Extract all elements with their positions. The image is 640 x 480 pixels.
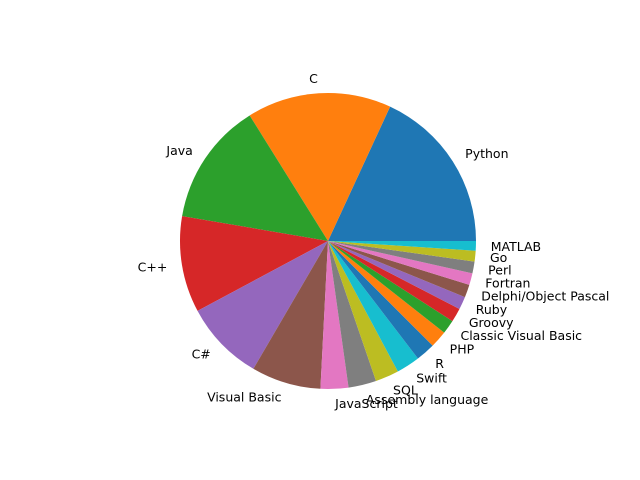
- pie-label-perl: Perl: [488, 263, 511, 278]
- pie-label-java: Java: [165, 143, 192, 158]
- pie-slice-matlab: [328, 241, 476, 251]
- pie-slices: [180, 93, 476, 389]
- pie-slice-swift: [328, 241, 418, 372]
- pie-slice-visual-basic: [253, 241, 328, 389]
- pie-slice-python: [328, 106, 476, 241]
- pie-label-groovy: Groovy: [469, 315, 514, 330]
- pie-slice-sql: [328, 241, 398, 381]
- pie-label-delphi-object-pascal: Delphi/Object Pascal: [481, 289, 609, 304]
- pie-label-python: Python: [465, 146, 508, 161]
- pie-slice-classic-visual-basic: [328, 241, 453, 333]
- pie-slice-assembly-language: [328, 241, 377, 388]
- pie-label-assembly-language: Assembly language: [366, 392, 489, 407]
- pie-label-sql: SQL: [393, 383, 418, 398]
- pie-slice-javascript: [320, 241, 349, 389]
- pie-slice-c: [197, 241, 328, 369]
- pie-label-go: Go: [490, 250, 507, 265]
- pie-label-c: C++: [138, 260, 168, 275]
- pie-label-javascript: JavaScript: [334, 396, 398, 411]
- pie-slice-perl: [328, 241, 475, 274]
- pie-slice-groovy: [328, 241, 460, 322]
- pie-slice-c: [180, 216, 328, 311]
- pie-label-c: C: [309, 71, 318, 86]
- pie-label-visual-basic: Visual Basic: [207, 390, 282, 405]
- pie-label-r: R: [435, 356, 444, 371]
- pie-slice-fortran: [328, 241, 473, 285]
- pie-slice-go: [328, 241, 476, 262]
- pie-slice-java: [182, 115, 328, 241]
- pie-label-ruby: Ruby: [476, 302, 508, 317]
- pie-label-matlab: MATLAB: [491, 239, 541, 254]
- pie-label-c: C#: [192, 346, 211, 361]
- pie-slice-r: [328, 241, 433, 359]
- pie-label-fortran: Fortran: [485, 275, 530, 290]
- pie-label-swift: Swift: [416, 370, 447, 385]
- pie-label-php: PHP: [450, 342, 475, 357]
- pie-label-classic-visual-basic: Classic Visual Basic: [460, 328, 582, 343]
- pie-labels: Python C Java C++ C# Visual Basic JavaScriptAs…: [138, 71, 610, 411]
- pie-slice-php: [328, 241, 445, 346]
- pie-slice-delphi-object-pascal: [328, 241, 470, 298]
- pie-slice-c: [249, 93, 391, 242]
- pie-slice-ruby: [328, 241, 465, 309]
